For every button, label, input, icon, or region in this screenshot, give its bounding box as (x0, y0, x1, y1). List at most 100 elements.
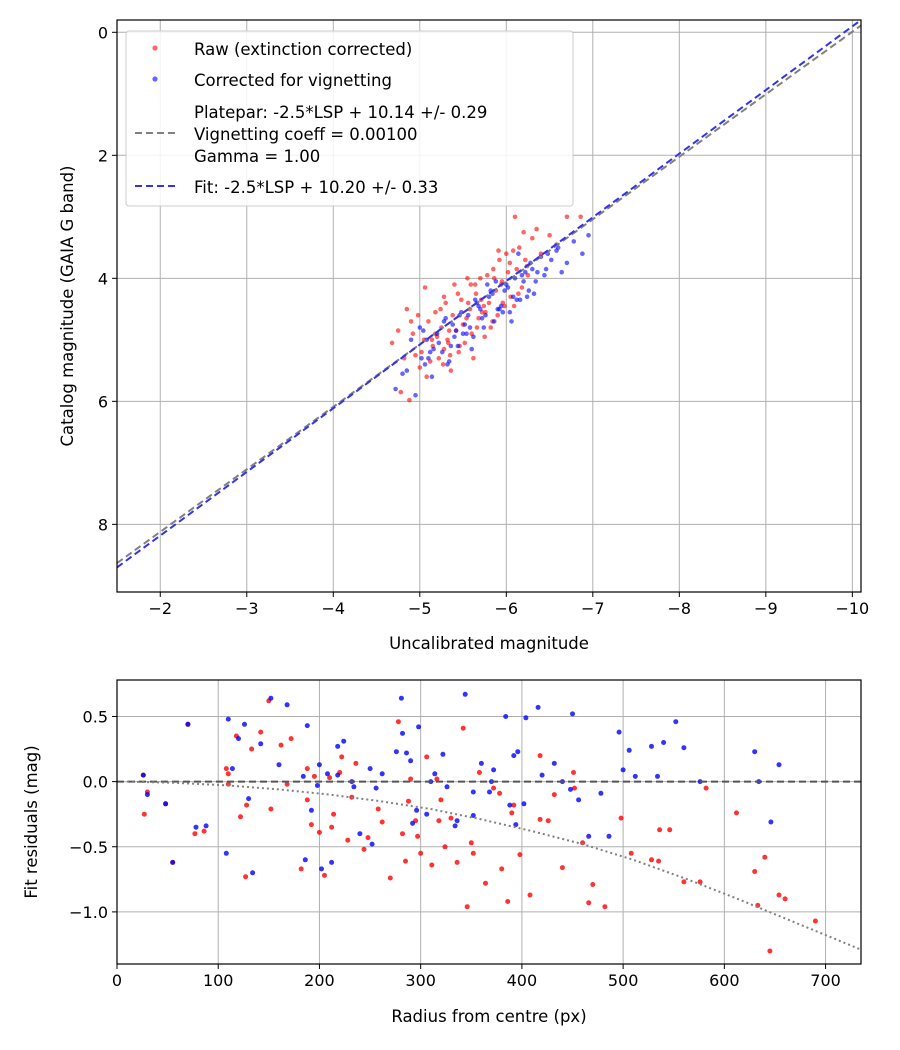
data-point-series-1 (424, 811, 430, 817)
x-tick-label: 700 (810, 971, 841, 990)
data-point-series-0 (329, 824, 335, 830)
y-tick-label: 0.0 (83, 773, 108, 792)
data-point-series-1 (379, 771, 385, 777)
data-point-series-1 (325, 771, 330, 777)
data-point-series-0 (331, 811, 337, 817)
data-point-series-1 (335, 743, 341, 749)
data-point-series-0 (395, 719, 401, 725)
data-point-series-1 (776, 762, 782, 768)
data-point-series-1 (300, 773, 306, 779)
x-tick-label: −10 (835, 599, 869, 618)
data-point-series-0 (586, 900, 592, 906)
data-point-series-1 (681, 745, 687, 751)
data-point-series-1 (543, 266, 549, 272)
x-tick-label: −4 (321, 599, 345, 618)
data-point-series-1 (530, 266, 535, 272)
data-point-series-1 (316, 762, 322, 768)
data-point-series-0 (440, 362, 446, 367)
data-point-series-1 (478, 760, 484, 766)
data-point-series-1 (483, 312, 488, 318)
data-point-series-0 (408, 776, 414, 782)
y-tick-label: 2 (98, 146, 108, 165)
data-point-series-1 (460, 331, 466, 337)
data-point-series-0 (551, 792, 557, 798)
y-tick-label: 0 (98, 23, 108, 42)
data-point-series-1 (571, 239, 577, 244)
data-point-series-0 (472, 282, 478, 287)
legend-corrected-label: Corrected for vignetting (194, 71, 392, 90)
data-point-series-0 (767, 948, 773, 954)
data-point-series-1 (539, 772, 545, 778)
data-point-series-1 (163, 801, 169, 807)
data-point-series-0 (473, 291, 479, 297)
top-y-ticks: 0 2 4 6 8 (98, 23, 117, 534)
bottom-y-axis-label: Fit residuals (mag) (22, 745, 41, 898)
x-tick-label: −6 (495, 599, 519, 618)
data-point-series-0 (407, 397, 412, 403)
data-point-series-1 (464, 331, 469, 337)
data-point-series-1 (319, 866, 324, 872)
bottom-grid (116, 680, 861, 964)
data-point-series-1 (304, 723, 310, 729)
data-point-series-0 (476, 770, 482, 775)
data-point-series-1 (515, 749, 521, 755)
data-point-series-0 (517, 245, 522, 250)
data-point-series-0 (447, 352, 453, 358)
data-point-series-0 (459, 297, 464, 303)
data-point-series-1 (626, 747, 632, 753)
data-point-series-1 (673, 719, 679, 725)
data-point-series-0 (365, 835, 371, 841)
data-point-series-0 (483, 880, 488, 886)
data-point-series-0 (452, 282, 457, 287)
data-point-series-0 (511, 802, 517, 808)
data-point-series-1 (444, 784, 450, 790)
data-point-series-1 (341, 738, 347, 744)
data-point-series-1 (559, 269, 564, 275)
data-point-series-0 (667, 827, 673, 833)
data-point-series-1 (393, 749, 399, 755)
data-point-series-0 (278, 742, 284, 748)
x-tick-label: −5 (408, 599, 432, 618)
data-point-series-1 (276, 762, 282, 768)
data-point-series-0 (499, 866, 505, 872)
x-tick-label: −7 (581, 599, 605, 618)
data-point-series-0 (656, 858, 662, 864)
data-point-series-0 (434, 776, 440, 782)
data-point-series-1 (526, 288, 532, 293)
data-point-series-0 (468, 282, 474, 287)
data-point-series-1 (302, 857, 308, 863)
data-point-series-0 (238, 814, 243, 820)
data-point-series-1 (203, 823, 209, 829)
data-point-series-0 (530, 236, 535, 241)
legend-raw-label: Raw (extinction corrected) (194, 40, 412, 59)
legend-vignetting-label: Vignetting coeff = 0.00100 (194, 125, 418, 144)
data-point-series-1 (471, 334, 476, 340)
data-point-series-0 (345, 837, 351, 843)
data-point-series-1 (329, 859, 335, 865)
data-point-series-0 (327, 775, 333, 781)
data-point-series-0 (649, 857, 654, 863)
data-point-series-0 (339, 754, 345, 760)
data-point-series-0 (353, 760, 359, 766)
data-point-series-1 (357, 831, 363, 837)
data-point-series-1 (229, 766, 235, 772)
data-point-series-1 (523, 269, 528, 275)
data-point-series-0 (511, 303, 517, 309)
data-point-series-1 (498, 303, 504, 309)
data-point-series-0 (298, 866, 304, 872)
data-point-series-0 (448, 815, 454, 821)
data-point-series-1 (441, 319, 447, 324)
data-point-series-1 (768, 819, 774, 825)
data-point-series-1 (284, 702, 290, 708)
data-point-series-1 (408, 337, 414, 343)
data-point-series-1 (533, 279, 538, 284)
data-point-series-0 (580, 840, 586, 846)
data-point-series-1 (568, 786, 573, 792)
data-point-series-0 (525, 272, 531, 278)
bottom-x-axis-label: Radius from centre (px) (391, 1007, 586, 1026)
data-point-series-1 (570, 711, 575, 717)
data-point-series-0 (523, 257, 528, 263)
data-point-series-0 (628, 850, 634, 856)
data-point-series-1 (564, 260, 570, 266)
